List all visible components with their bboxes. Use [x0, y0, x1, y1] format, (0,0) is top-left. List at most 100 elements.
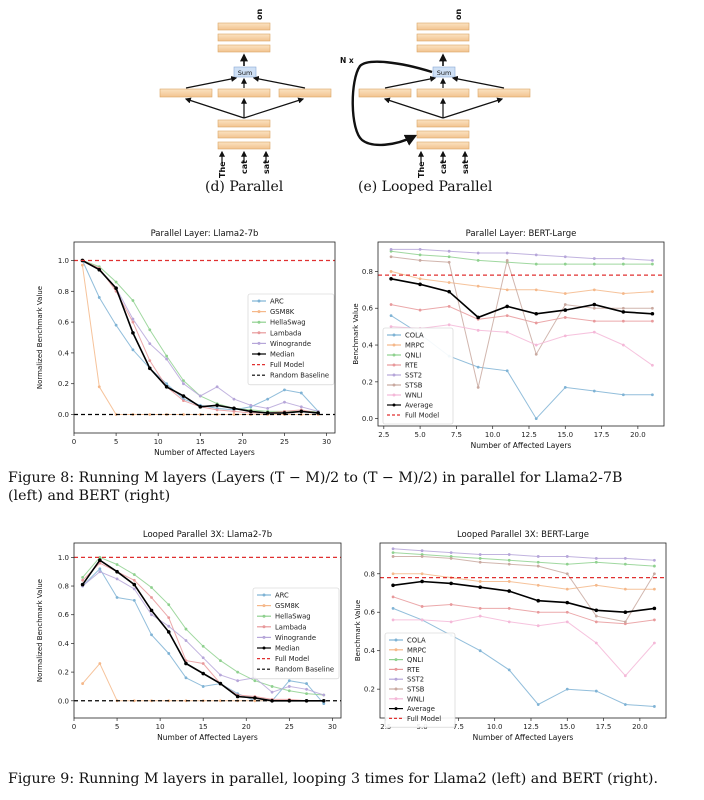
legend-marker-gsm8k: [257, 310, 261, 314]
point-stsb: [623, 620, 627, 624]
point-cola: [592, 389, 596, 393]
point-stsb: [652, 572, 656, 576]
point-average: [449, 581, 453, 586]
point-stsb: [507, 562, 511, 566]
point-median: [132, 582, 137, 587]
x-tick-label: 5: [115, 723, 119, 731]
point-mrpc: [621, 292, 625, 295]
point-qnli: [534, 262, 538, 266]
point-hellaswag: [132, 573, 136, 576]
point-median: [97, 267, 102, 272]
series-line-average: [390, 278, 653, 319]
diagram-d-top-layer: [217, 22, 271, 31]
legend-label-cola: COLA: [405, 332, 424, 340]
x-tick-label: 2.5: [378, 431, 389, 439]
point-average: [478, 585, 482, 590]
x-tick-label: 30: [328, 723, 337, 731]
legend: ARC GSM8K HellaSwag Lambada Winogrande Median…: [247, 293, 335, 386]
y-axis-label: Normalized Benchmark Value: [36, 286, 44, 389]
point-hellaswag: [98, 555, 102, 559]
point-mrpc: [418, 277, 422, 281]
point-gsm8k: [148, 413, 152, 416]
y-tick-label: 0.6: [58, 319, 70, 327]
point-rte: [478, 606, 482, 610]
series-line-rte: [392, 596, 655, 625]
point-sst2: [534, 253, 538, 257]
legend-box: [384, 632, 456, 728]
x-tick-label: 25: [280, 438, 289, 446]
point-winogrande: [249, 403, 253, 407]
diagram-e-token-3: sat: [461, 160, 470, 174]
y-axis-label: Normalized Benchmark Value: [36, 579, 44, 682]
point-rte: [449, 603, 453, 606]
legend-label-gsm8k: GSM8K: [275, 602, 300, 610]
point-median: [253, 696, 257, 700]
y-axis-label: Benchmark Value: [352, 303, 360, 364]
diagram-e-token-1: The: [417, 161, 426, 178]
point-average: [476, 315, 480, 320]
y-tick-label: 0.0: [362, 415, 373, 423]
point-qnli: [447, 255, 451, 259]
legend-label-hellaswag: HellaSwag: [275, 613, 311, 621]
x-tick-label: 10.0: [485, 431, 501, 439]
point-stsb: [505, 259, 509, 262]
point-winogrande: [201, 656, 205, 660]
legend-marker-lambada: [257, 331, 261, 335]
point-stsb: [536, 564, 540, 568]
point-hellaswag: [287, 689, 291, 693]
diagram-d-parallel-layer: [217, 88, 271, 98]
point-median: [131, 331, 135, 335]
point-winogrande: [287, 685, 291, 688]
point-rte: [650, 319, 654, 323]
point-sst2: [478, 553, 482, 556]
legend-label-random-baseline: Random Baseline: [270, 372, 329, 380]
y-tick-label: 0.6: [58, 611, 70, 619]
point-sst2: [420, 549, 424, 553]
point-sst2: [592, 257, 596, 260]
series-line-sst2: [393, 548, 655, 561]
loop-label: N x: [340, 56, 354, 65]
point-mrpc: [534, 288, 538, 292]
point-arc: [98, 567, 102, 571]
y-tick-label: 0.2: [58, 380, 69, 388]
point-cola: [565, 687, 569, 691]
plot-area: [378, 247, 664, 421]
point-hellaswag: [253, 679, 257, 683]
point-lambada: [81, 578, 85, 582]
point-wnli: [652, 641, 656, 645]
point-median: [181, 394, 186, 398]
point-mrpc: [478, 580, 482, 583]
point-sst2: [507, 553, 511, 556]
legend-marker-arc: [257, 299, 261, 303]
diagram-d-parallel-layer: [278, 88, 332, 98]
x-tick-label: 17.5: [594, 431, 610, 439]
point-rte: [621, 319, 625, 323]
point-stsb: [420, 555, 424, 558]
point-mrpc: [650, 290, 654, 294]
x-axis-label: Number of Affected Layers: [473, 733, 574, 742]
legend-marker-wnli: [394, 697, 398, 701]
series-line-cola: [392, 607, 655, 707]
point-sst2: [536, 555, 540, 558]
y-axis-label: Benchmark Value: [354, 600, 362, 661]
diagram-e-top-layer: [416, 22, 470, 31]
series-line-qnli: [393, 552, 655, 567]
y-tick-label: 0.4: [362, 342, 374, 350]
point-cola: [478, 649, 482, 653]
point-hellaswag: [270, 685, 274, 688]
point-lambada: [150, 596, 153, 599]
x-axis-label: Number of Affected Layers: [471, 441, 572, 450]
point-sst2: [505, 251, 509, 255]
legend-label-rte: RTE: [405, 362, 418, 370]
point-median: [147, 366, 152, 371]
legend-marker-hellaswag: [262, 614, 266, 618]
point-winogrande: [150, 613, 153, 617]
x-axis-label: Number of Affected Layers: [154, 448, 255, 457]
series-line-wnli: [391, 324, 653, 366]
diagram-e-bottom-layer: [416, 130, 470, 139]
point-arc: [115, 596, 119, 599]
point-winogrande: [98, 570, 102, 574]
point-median: [166, 630, 171, 634]
x-tick-label: 7.5: [453, 723, 464, 731]
